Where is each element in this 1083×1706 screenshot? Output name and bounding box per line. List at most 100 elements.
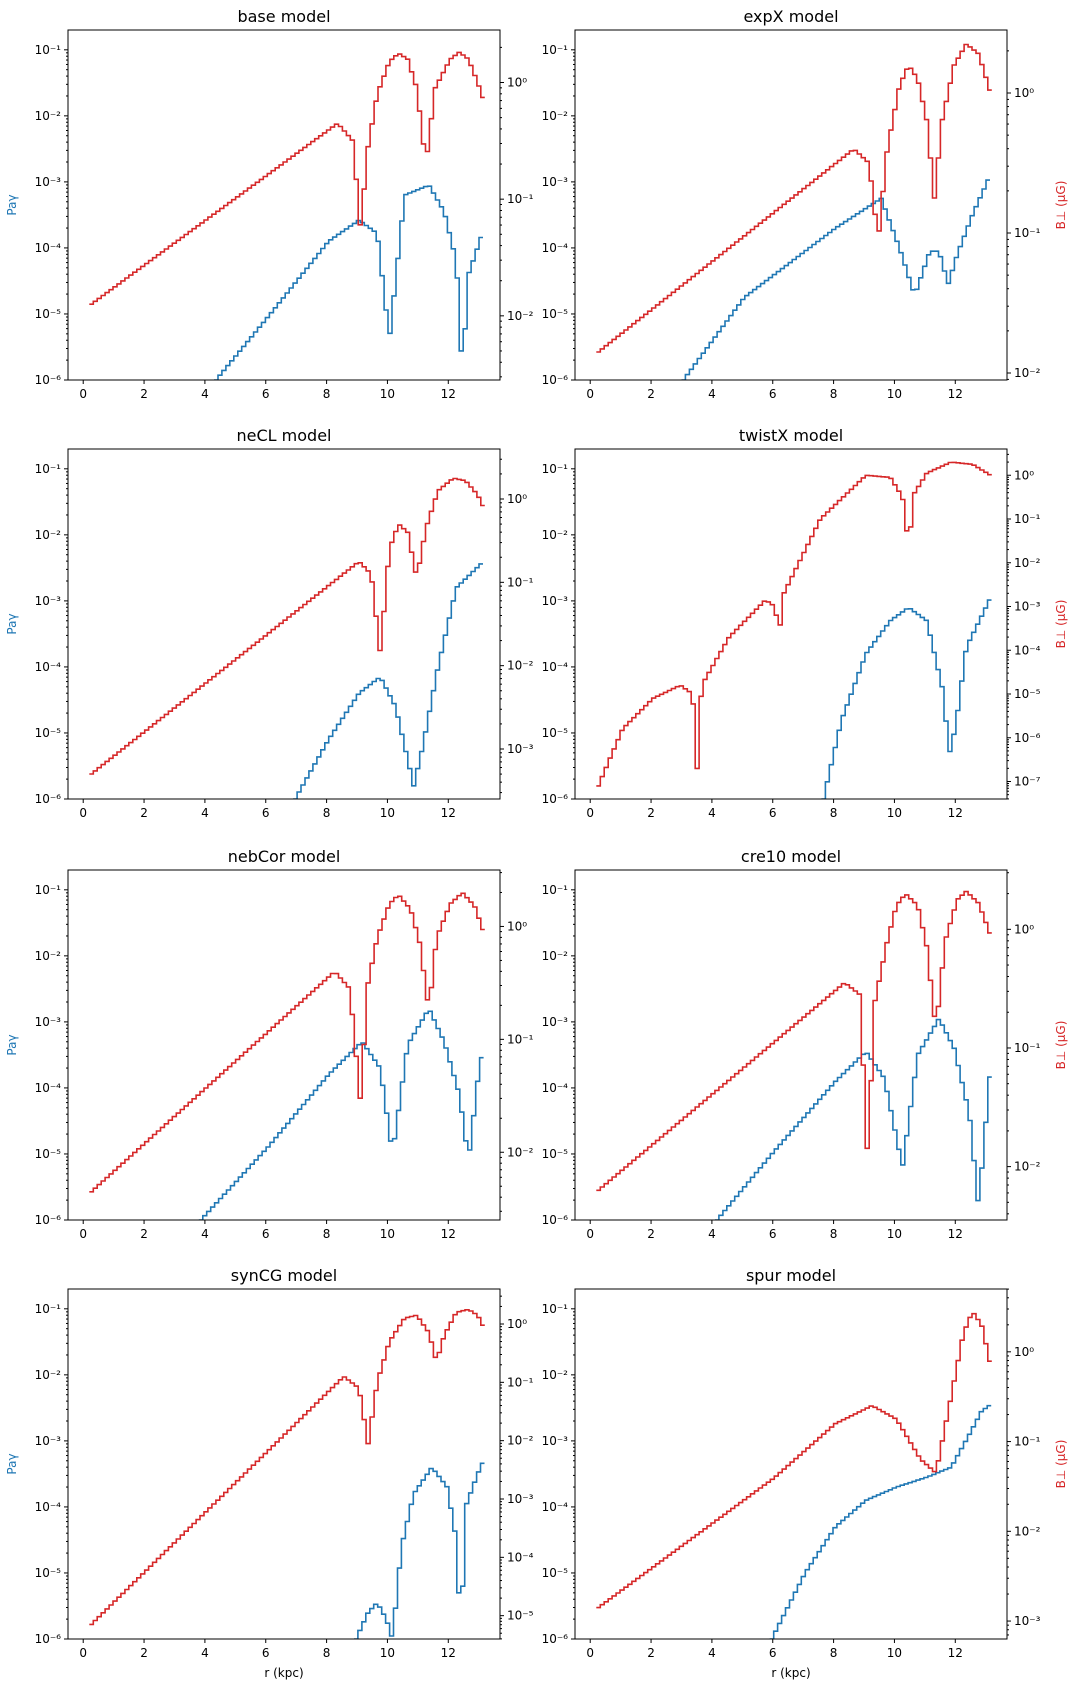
y2-tick-label: 10⁻³	[507, 742, 534, 756]
y-tick-label: 10⁻²	[542, 528, 569, 542]
subplot-title: cre10 model	[741, 847, 841, 866]
y2-tick-label: 10⁰	[1014, 922, 1034, 936]
y-tick-label: 10⁻³	[542, 1015, 569, 1029]
axes-frame	[574, 1288, 1008, 1640]
y-tick-label: 10⁻¹	[35, 883, 62, 897]
series-p-agamma	[354, 1462, 485, 1639]
series-p-agamma	[821, 599, 992, 799]
x-tick-label: 8	[323, 1646, 331, 1660]
y2-tick-label: 10⁻⁷	[1014, 775, 1041, 789]
y2-tick-label: 10⁰	[507, 492, 527, 506]
subplot-title: nebCor model	[228, 847, 341, 866]
subplot-4: 0 2 4 6 8 10 12 10⁻⁶ 10⁻⁵ 10⁻⁴ 10⁻³ 10⁻² 10⁻¹ 10⁻⁷ 10⁻…	[542, 426, 1068, 820]
y-tick-label: 10⁻¹	[542, 883, 569, 897]
y2-tick-label: 10⁰	[1014, 468, 1034, 482]
x-tick-label: 0	[586, 1227, 594, 1241]
right-y-axis-label: B⊥ (μG)	[1054, 1440, 1068, 1489]
subplot-title: expX model	[743, 7, 838, 26]
x-tick-label: 12	[948, 1227, 963, 1241]
y-tick-label: 10⁻⁶	[542, 792, 569, 806]
x-tick-label: 0	[586, 387, 594, 401]
y2-tick-label: 10⁻¹	[1014, 1435, 1041, 1449]
y-tick-label: 10⁻³	[542, 175, 569, 189]
axes-frame	[574, 869, 1008, 1221]
y2-tick-label: 10⁻⁶	[1014, 731, 1041, 745]
y-tick-label: 10⁻³	[35, 1015, 62, 1029]
y2-tick-label: 10⁻³	[507, 1492, 534, 1506]
x-tick-label: 10	[887, 1646, 902, 1660]
x-tick-label: 6	[769, 1646, 777, 1660]
y-tick-label: 10⁻⁵	[542, 1147, 569, 1161]
y-tick-label: 10⁻⁵	[542, 726, 569, 740]
x-tick-label: 12	[441, 806, 456, 820]
y-tick-label: 10⁻²	[542, 1368, 569, 1382]
y-tick-label: 10⁻⁴	[542, 1500, 569, 1514]
y-tick-label: 10⁻⁵	[35, 307, 62, 321]
y2-tick-label: 10⁻¹	[507, 575, 534, 589]
y2-tick-label: 10⁻¹	[507, 1375, 534, 1389]
y2-tick-label: 10⁻²	[1014, 1524, 1041, 1538]
x-tick-label: 2	[140, 1227, 148, 1241]
x-axis-label: r (kpc)	[264, 1666, 303, 1680]
y-tick-label: 10⁻³	[35, 175, 62, 189]
y2-tick-label: 10⁻⁵	[507, 1609, 534, 1623]
x-tick-label: 0	[79, 806, 87, 820]
y-tick-label: 10⁻⁶	[35, 1632, 62, 1646]
x-tick-label: 8	[830, 387, 838, 401]
x-tick-label: 0	[586, 1646, 594, 1660]
x-tick-label: 4	[708, 806, 716, 820]
subplot-5: 0 2 4 6 8 10 12 10⁻⁶ 10⁻⁵ 10⁻⁴ 10⁻³ 10⁻² 10⁻¹ 10⁻² 10⁻…	[5, 847, 534, 1241]
subplot-title: neCL model	[237, 426, 332, 445]
y-tick-label: 10⁻⁴	[35, 1500, 62, 1514]
axes-frame	[67, 869, 501, 1221]
y-tick-label: 10⁻⁴	[542, 241, 569, 255]
x-tick-label: 4	[201, 387, 209, 401]
subplot-7: 0 2 4 6 8 10 12 10⁻⁶ 10⁻⁵ 10⁻⁴ 10⁻³ 10⁻² 10⁻¹ 10⁻⁵ 10⁻…	[5, 1266, 534, 1680]
x-tick-label: 4	[708, 1646, 716, 1660]
x-tick-label: 12	[948, 806, 963, 820]
x-tick-label: 10	[380, 1227, 395, 1241]
axes-frame	[574, 448, 1008, 800]
y-tick-label: 10⁻²	[35, 949, 62, 963]
x-tick-label: 4	[708, 387, 716, 401]
subplot-title: base model	[237, 7, 330, 26]
x-tick-label: 8	[830, 806, 838, 820]
series-b-perp	[89, 1309, 485, 1626]
y-tick-label: 10⁻⁶	[35, 1213, 62, 1227]
y2-tick-label: 10⁻²	[507, 309, 534, 323]
series-b-perp	[89, 51, 485, 305]
x-tick-label: 2	[140, 387, 148, 401]
series-p-agamma	[293, 563, 483, 799]
y-tick-label: 10⁻⁶	[542, 1213, 569, 1227]
x-tick-label: 8	[323, 1227, 331, 1241]
y2-tick-label: 10⁰	[1014, 86, 1034, 100]
y-tick-label: 10⁻¹	[542, 462, 569, 476]
y2-tick-label: 10⁻²	[507, 1145, 534, 1159]
x-tick-label: 10	[887, 387, 902, 401]
y-tick-label: 10⁻⁶	[542, 373, 569, 387]
x-tick-label: 6	[769, 1227, 777, 1241]
x-tick-label: 2	[140, 1646, 148, 1660]
subplot-2: 0 2 4 6 8 10 12 10⁻⁶ 10⁻⁵ 10⁻⁴ 10⁻³ 10⁻² 10⁻¹ 10⁻² 10⁻…	[542, 7, 1068, 401]
y2-tick-label: 10⁻²	[507, 1434, 534, 1448]
y2-tick-label: 10⁻²	[1014, 556, 1041, 570]
x-tick-label: 10	[887, 1227, 902, 1241]
x-tick-label: 6	[262, 806, 270, 820]
subplot-1: 0 2 4 6 8 10 12 10⁻⁶ 10⁻⁵ 10⁻⁴ 10⁻³ 10⁻² 10⁻¹ 10⁻² 10⁻…	[5, 7, 534, 401]
y-tick-label: 10⁻²	[542, 109, 569, 123]
y2-tick-label: 10⁰	[507, 919, 527, 933]
y2-tick-label: 10⁻²	[507, 659, 534, 673]
x-tick-label: 12	[441, 387, 456, 401]
x-tick-label: 10	[380, 1646, 395, 1660]
x-axis-label: r (kpc)	[771, 1666, 810, 1680]
x-tick-label: 10	[380, 387, 395, 401]
y-tick-label: 10⁻⁵	[542, 307, 569, 321]
series-b-perp	[89, 892, 485, 1193]
series-b-perp	[89, 477, 485, 775]
y-tick-label: 10⁻⁴	[35, 660, 62, 674]
x-tick-label: 8	[830, 1227, 838, 1241]
x-tick-label: 6	[262, 387, 270, 401]
y-tick-label: 10⁻³	[542, 594, 569, 608]
y-tick-label: 10⁻⁵	[35, 1566, 62, 1580]
x-tick-label: 2	[647, 387, 655, 401]
